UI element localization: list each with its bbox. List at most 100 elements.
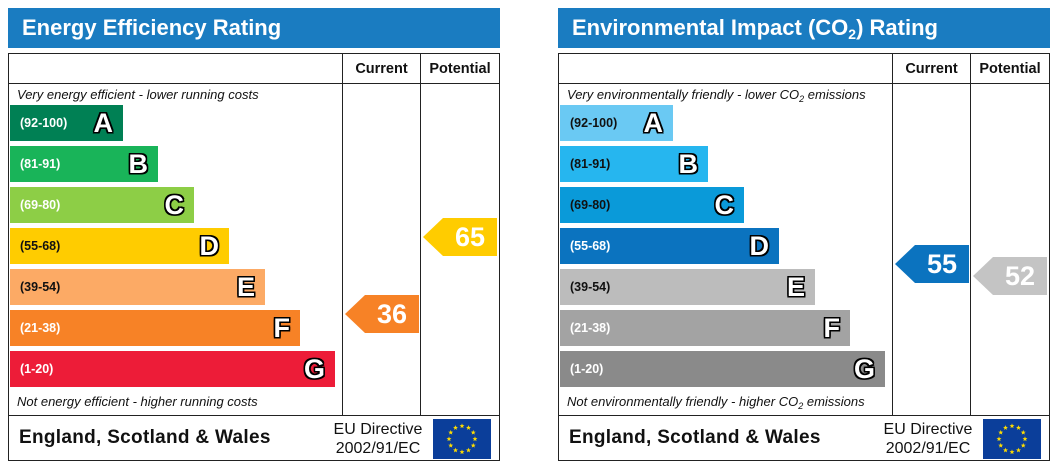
bottom-note: Not environmentally friendly - higher CO… bbox=[567, 394, 865, 411]
top-note: Very environmentally friendly - lower CO… bbox=[567, 87, 866, 104]
band-letter: E bbox=[236, 272, 255, 302]
star-icon bbox=[1016, 447, 1021, 453]
rating-band-b: (81-91) B bbox=[10, 146, 158, 182]
environment-table: Current Potential Very environmentally f… bbox=[558, 53, 1050, 461]
star-icon bbox=[446, 436, 452, 442]
potential-rating-value: 65 bbox=[454, 222, 486, 252]
rating-band-e: (39-54) E bbox=[10, 269, 265, 305]
band-letter: B bbox=[678, 149, 699, 179]
star-icon bbox=[448, 429, 454, 435]
star-icon bbox=[1022, 436, 1028, 442]
band-letter: C bbox=[714, 190, 735, 220]
current-rating-value: 55 bbox=[926, 249, 958, 279]
star-icon bbox=[466, 447, 471, 453]
band-range-label: (92-100) bbox=[570, 116, 618, 130]
note-text-end: emissions bbox=[803, 394, 865, 409]
band-letter: G bbox=[303, 354, 325, 384]
eu-flag-icon bbox=[983, 419, 1041, 459]
rating-band-a: (92-100) A bbox=[560, 105, 673, 141]
band-range-label: (55-68) bbox=[570, 239, 611, 253]
band-range-label: (69-80) bbox=[570, 198, 611, 212]
rating-band-f: (21-38) F bbox=[10, 310, 300, 346]
rating-band-c: (69-80) C bbox=[10, 187, 194, 223]
region-label: England, Scotland & Wales bbox=[569, 427, 821, 448]
eu-directive: EU Directive 2002/91/EC bbox=[875, 420, 981, 458]
star-icon bbox=[1003, 447, 1008, 453]
region-label: England, Scotland & Wales bbox=[19, 427, 271, 448]
rating-band-a: (92-100) A bbox=[10, 105, 123, 141]
current-rating-value: 36 bbox=[376, 299, 408, 329]
directive-line-2: 2002/91/EC bbox=[335, 440, 421, 457]
divider bbox=[559, 83, 1049, 84]
environmental-impact-panel: Environmental Impact (CO2) Rating Curren… bbox=[558, 8, 1050, 461]
band-letter: D bbox=[749, 231, 770, 261]
title-subscript: 2 bbox=[848, 26, 857, 42]
star-icon bbox=[996, 436, 1002, 442]
star-icon bbox=[470, 442, 476, 448]
band-range-label: (55-68) bbox=[20, 239, 61, 253]
star-icon bbox=[470, 429, 476, 435]
bottom-note: Not energy efficient - higher running co… bbox=[17, 394, 258, 409]
rating-band-d: (55-68) D bbox=[10, 228, 229, 264]
note-subscript: 2 bbox=[799, 94, 805, 104]
star-icon bbox=[1016, 425, 1021, 430]
divider bbox=[9, 83, 499, 84]
band-letter: B bbox=[128, 149, 149, 179]
energy-title: Energy Efficiency Rating bbox=[8, 8, 500, 48]
band-range-label: (21-38) bbox=[20, 321, 61, 335]
potential-column-header: Potential bbox=[979, 61, 1041, 77]
band-range-label: (21-38) bbox=[570, 321, 611, 335]
band-range-label: (69-80) bbox=[20, 198, 61, 212]
star-icon bbox=[459, 449, 465, 455]
rating-band-g: (1-20) G bbox=[10, 351, 335, 387]
band-range-label: (39-54) bbox=[570, 280, 611, 294]
potential-rating-value: 52 bbox=[1004, 261, 1036, 291]
environment-title: Environmental Impact (CO2) Rating bbox=[558, 8, 1050, 48]
band-letter: F bbox=[823, 313, 841, 343]
rating-band-f: (21-38) F bbox=[560, 310, 850, 346]
band-letter: E bbox=[786, 272, 805, 302]
star-icon bbox=[998, 442, 1004, 448]
band-letter: A bbox=[93, 108, 114, 138]
directive-line-1: EU Directive bbox=[333, 421, 423, 438]
star-icon bbox=[459, 423, 465, 429]
star-icon bbox=[1020, 442, 1026, 448]
band-range-label: (92-100) bbox=[20, 116, 68, 130]
energy-efficiency-panel: Energy Efficiency Rating Current Potenti… bbox=[8, 8, 500, 461]
rating-band-e: (39-54) E bbox=[560, 269, 815, 305]
potential-column-header: Potential bbox=[429, 61, 491, 77]
band-range-label: (81-91) bbox=[20, 157, 61, 171]
title-text: Environmental Impact (CO bbox=[572, 15, 849, 40]
band-letter: G bbox=[853, 354, 875, 384]
star-icon bbox=[1020, 429, 1026, 435]
divider bbox=[892, 54, 893, 416]
current-column-header: Current bbox=[355, 61, 408, 77]
band-range-label: (39-54) bbox=[20, 280, 61, 294]
note-text: Very environmentally friendly - lower CO bbox=[567, 87, 800, 102]
top-note: Very energy efficient - lower running co… bbox=[17, 87, 259, 102]
star-icon bbox=[1009, 423, 1015, 429]
eu-directive: EU Directive 2002/91/EC bbox=[325, 420, 431, 458]
title-text-end: ) Rating bbox=[856, 15, 938, 40]
divider bbox=[420, 54, 421, 416]
current-column-header: Current bbox=[905, 61, 958, 77]
star-icon bbox=[453, 425, 458, 430]
eu-flag-icon bbox=[433, 419, 491, 459]
note-text: Not environmentally friendly - higher CO bbox=[567, 394, 799, 409]
star-icon bbox=[466, 425, 471, 430]
rating-band-b: (81-91) B bbox=[560, 146, 708, 182]
rating-band-g: (1-20) G bbox=[560, 351, 885, 387]
divider bbox=[342, 54, 343, 416]
divider bbox=[9, 415, 499, 416]
rating-band-c: (69-80) C bbox=[560, 187, 744, 223]
note-subscript: 2 bbox=[798, 401, 804, 411]
star-icon bbox=[453, 447, 458, 453]
star-icon bbox=[472, 436, 478, 442]
rating-band-d: (55-68) D bbox=[560, 228, 779, 264]
energy-table: Current Potential Very energy efficient … bbox=[8, 53, 500, 461]
band-range-label: (81-91) bbox=[570, 157, 611, 171]
directive-line-1: EU Directive bbox=[883, 421, 973, 438]
band-letter: A bbox=[643, 108, 664, 138]
band-letter: C bbox=[164, 190, 185, 220]
divider bbox=[970, 54, 971, 416]
